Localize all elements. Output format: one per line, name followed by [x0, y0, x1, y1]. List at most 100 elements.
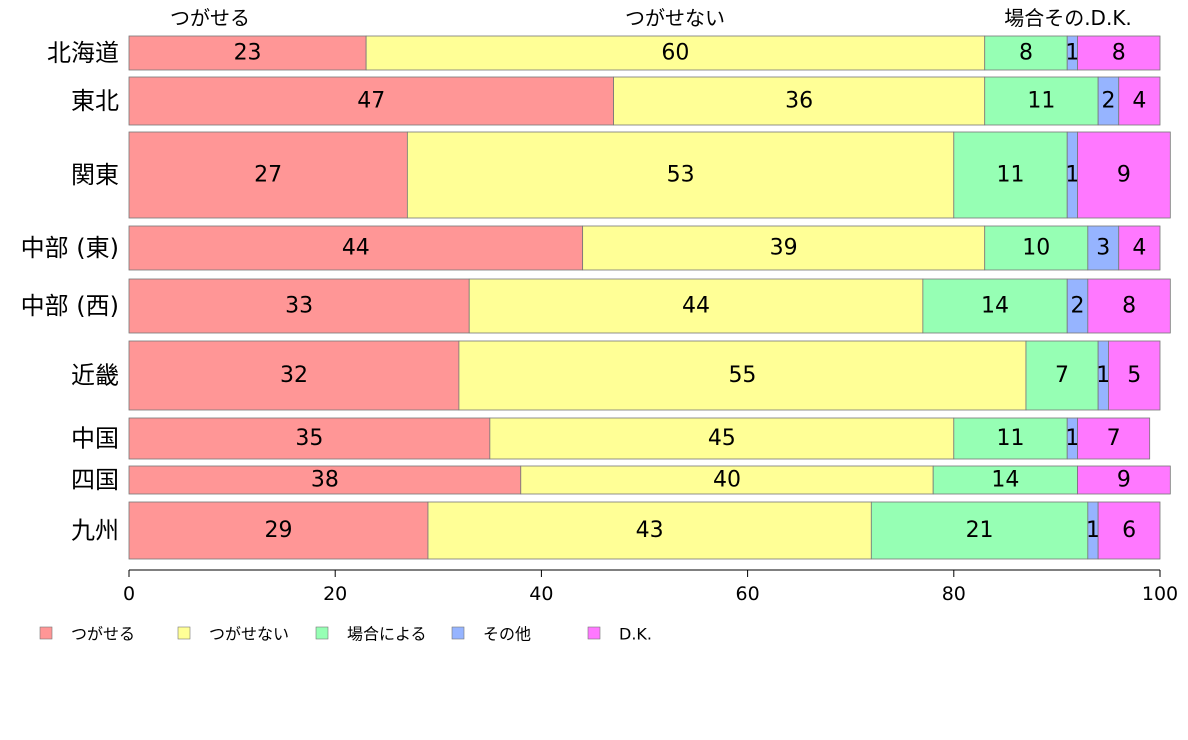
bar-segment [922, 278, 1068, 334]
category-label: 中部 (西) [21, 292, 119, 320]
bar-segment [1077, 35, 1161, 71]
data-label: 4 [1132, 89, 1146, 114]
top-label: つがせる [170, 6, 250, 30]
category-label: 中国 [71, 425, 119, 453]
data-label: 7 [1107, 426, 1121, 451]
data-label: 29 [264, 518, 292, 543]
data-label: 44 [342, 236, 370, 261]
data-label: 3 [1096, 236, 1110, 261]
x-tick-label: 60 [736, 583, 760, 605]
bar-segment [953, 131, 1068, 219]
bar-segment [984, 225, 1089, 271]
legend-swatch [39, 626, 53, 640]
data-label: 14 [991, 468, 1019, 493]
bar-segment [953, 417, 1068, 460]
bar-segment [1108, 340, 1161, 411]
data-label: 2 [1071, 294, 1085, 319]
bar-segment [1025, 340, 1099, 411]
data-label: 1 [1065, 41, 1079, 66]
bar-segment [613, 76, 986, 126]
x-tick-label: 100 [1142, 583, 1178, 605]
data-label: 11 [997, 163, 1025, 188]
data-label: 1 [1086, 518, 1100, 543]
data-label: 47 [357, 89, 385, 114]
data-label: 4 [1132, 236, 1146, 261]
legend-swatch [587, 626, 601, 640]
bar-segment [1097, 501, 1161, 560]
data-label: 38 [311, 468, 339, 493]
legend-swatch [315, 626, 329, 640]
bar-segment [932, 465, 1078, 495]
legend-label: 場合による [347, 625, 427, 644]
data-label: 6 [1122, 518, 1136, 543]
category-label: 近畿 [71, 362, 119, 390]
legend-label: つがせる [71, 625, 135, 644]
bar-segment [984, 76, 1099, 126]
data-label: 21 [966, 518, 994, 543]
x-tick-label: 0 [123, 583, 135, 605]
bar-segment [520, 465, 934, 495]
data-label: 60 [661, 41, 689, 66]
data-label: 40 [713, 468, 741, 493]
data-label: 1 [1096, 363, 1110, 388]
legend-swatch [451, 626, 465, 640]
top-label: つがせない [625, 6, 725, 30]
data-label: 5 [1127, 363, 1141, 388]
bar-segment [365, 35, 986, 71]
bar-segment [870, 501, 1089, 560]
bar-segment [128, 35, 367, 71]
bar-segment [128, 501, 429, 560]
bar-segment [1077, 465, 1171, 495]
x-tick-label: 20 [323, 583, 347, 605]
data-label: 55 [728, 363, 756, 388]
data-label: 1 [1065, 426, 1079, 451]
data-label: 39 [770, 236, 798, 261]
data-label: 10 [1022, 236, 1050, 261]
bar-segment [582, 225, 986, 271]
data-label: 45 [708, 426, 736, 451]
category-label: 関東 [71, 161, 119, 189]
data-label: 35 [295, 426, 323, 451]
data-label: 33 [285, 294, 313, 319]
x-tick-label: 40 [529, 583, 553, 605]
data-label: 8 [1112, 41, 1126, 66]
data-label: 44 [682, 294, 710, 319]
data-label: 11 [1027, 89, 1055, 114]
data-label: 11 [997, 426, 1025, 451]
x-tick-label: 80 [942, 583, 966, 605]
data-label: 8 [1019, 41, 1033, 66]
bar-segment [406, 131, 955, 219]
data-label: 9 [1117, 163, 1131, 188]
data-label: 8 [1122, 294, 1136, 319]
bar-segment [128, 278, 470, 334]
bar-segment [458, 340, 1027, 411]
bar-segment [1077, 131, 1171, 219]
bar-segment [984, 35, 1068, 71]
legend-label: つがせない [209, 625, 289, 644]
data-label: 27 [254, 163, 282, 188]
data-label: 7 [1055, 363, 1069, 388]
category-label: 東北 [71, 87, 119, 115]
bar-segment [427, 501, 872, 560]
data-label: 9 [1117, 468, 1131, 493]
legend-label: D.K. [619, 625, 652, 644]
bar-segment [128, 225, 584, 271]
bar-segment [1087, 225, 1120, 271]
top-label: 場合その.D.K. [1004, 6, 1132, 30]
bar-segment [1087, 278, 1171, 334]
category-label: 北海道 [47, 39, 119, 67]
category-label: 九州 [71, 517, 119, 545]
data-label: 14 [981, 294, 1009, 319]
legend-swatch [177, 626, 191, 640]
bar-segment [489, 417, 955, 460]
bar-segment [1118, 225, 1161, 271]
bar-segment [128, 76, 614, 126]
data-label: 36 [785, 89, 813, 114]
data-label: 53 [667, 163, 695, 188]
data-label: 2 [1101, 89, 1115, 114]
bar-segment [128, 131, 408, 219]
data-label: 32 [280, 363, 308, 388]
legend-label: その他 [483, 625, 531, 644]
